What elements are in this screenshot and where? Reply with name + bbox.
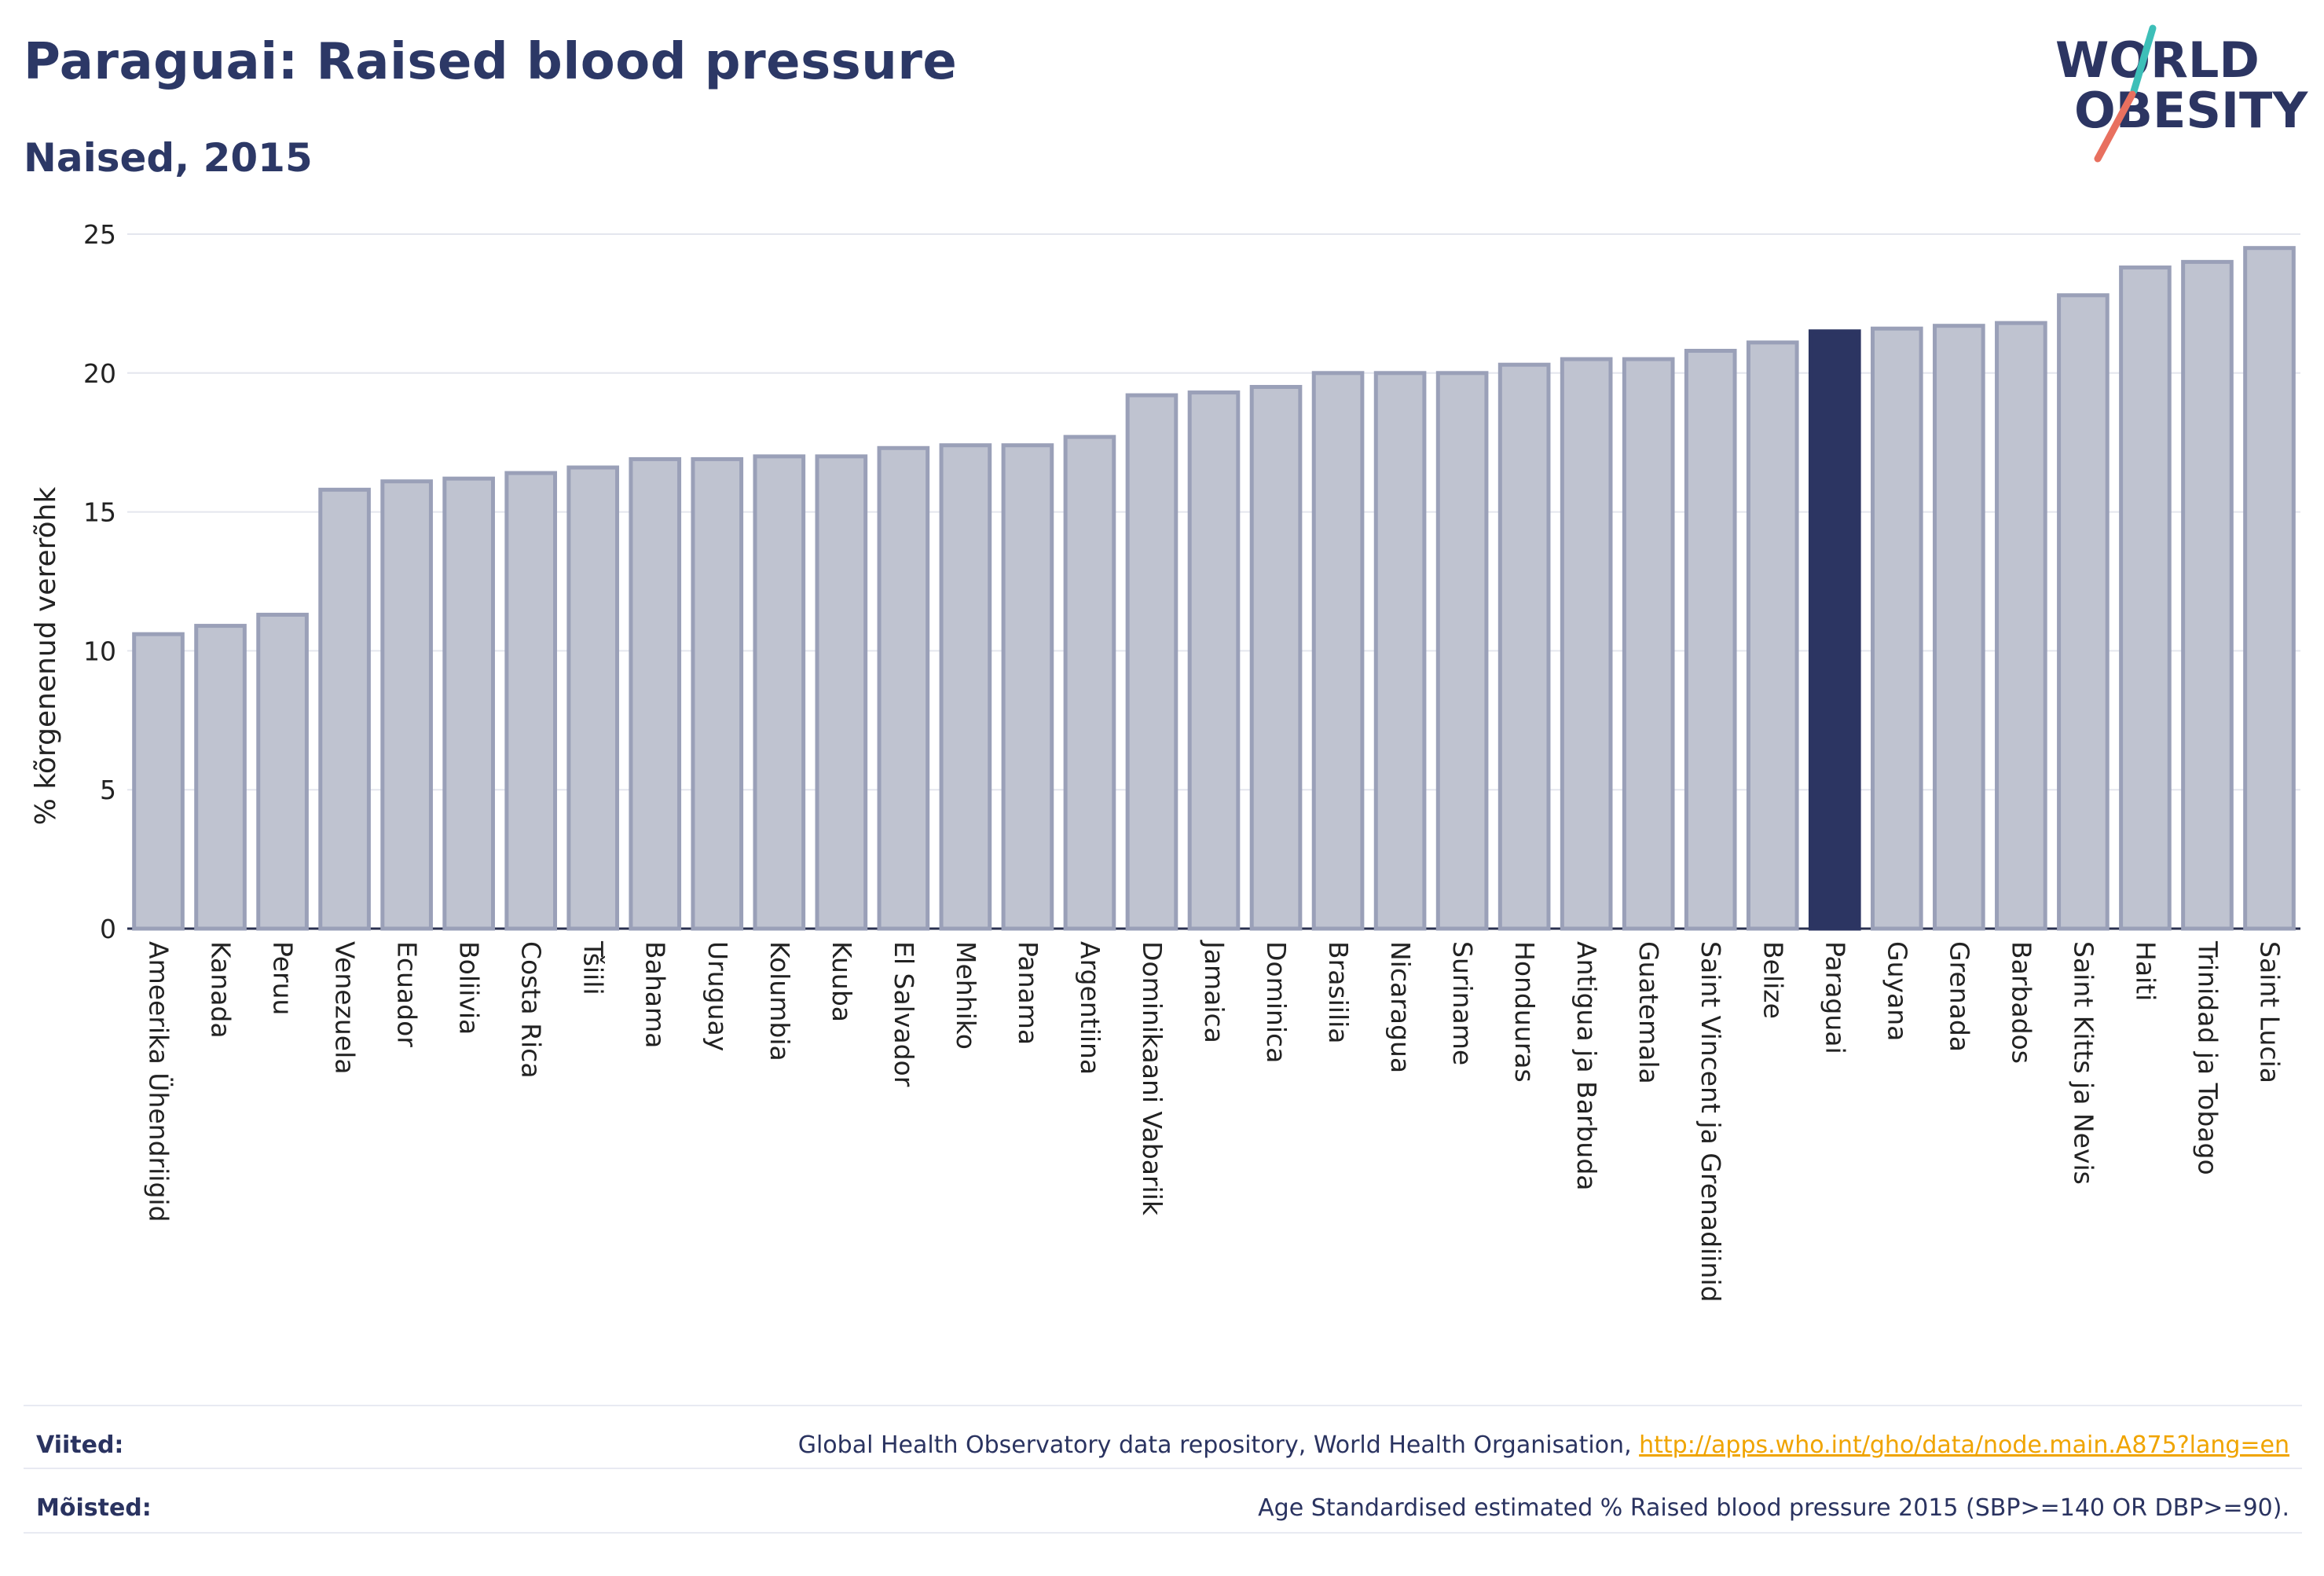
footer-divider-bottom xyxy=(24,1532,2302,1534)
x-tick-label: Jamaica xyxy=(1199,940,1230,1043)
x-tick-label: Haiti xyxy=(2130,941,2161,1001)
x-tick-label: Saint Kitts ja Nevis xyxy=(2068,941,2099,1185)
x-tick-label: Ameerika Ühendriigid xyxy=(144,941,175,1222)
x-tick-label: Guyana xyxy=(1882,941,1912,1041)
x-tick-label: Saint Vincent ja Grenadiinid xyxy=(1695,941,1726,1302)
bar[interactable] xyxy=(939,443,992,931)
bars xyxy=(132,246,2296,931)
bar[interactable] xyxy=(442,476,495,931)
bar[interactable] xyxy=(256,612,309,931)
y-tick-label: 0 xyxy=(100,914,116,944)
bar[interactable] xyxy=(1933,324,1985,931)
bar[interactable] xyxy=(1187,390,1241,931)
bar[interactable] xyxy=(1249,384,1303,931)
sources-text: Global Health Observatory data repositor… xyxy=(797,1431,1640,1459)
x-tick-label: Dominikaani Vabariik xyxy=(1137,941,1167,1216)
x-tick-label: Honduuras xyxy=(1509,941,1540,1083)
bar-chart: 0 5 10 15 20 25 Ameerika Ühendriigid Kanada Per… xyxy=(30,219,2300,1302)
logo-slash-teal xyxy=(2130,24,2157,95)
footer-divider-middle xyxy=(24,1468,2302,1469)
x-axis-ticks: Ameerika Ühendriigid Kanada Peruu Venezuela… xyxy=(144,940,2286,1302)
bar[interactable] xyxy=(1125,393,1178,931)
bar[interactable] xyxy=(877,445,930,931)
bar[interactable] xyxy=(318,487,371,931)
y-tick-label: 15 xyxy=(83,497,116,528)
x-tick-label: Costa Rica xyxy=(516,941,547,1079)
x-tick-label: Barbados xyxy=(2006,941,2036,1064)
chart-subtitle: Naised, 2015 xyxy=(24,135,313,181)
logo-line1: WORLD xyxy=(2055,31,2260,89)
footer-divider-top xyxy=(24,1405,2302,1406)
x-tick-label: El Salvador xyxy=(889,941,919,1087)
x-tick-label: Ecuador xyxy=(392,941,423,1047)
bar[interactable] xyxy=(629,456,682,931)
x-tick-label: Mehhiko xyxy=(951,941,981,1050)
x-tick-label: Kolumbia xyxy=(764,941,795,1061)
bar[interactable] xyxy=(1870,326,1923,931)
bar[interactable] xyxy=(1995,321,2047,931)
x-tick-label: Venezuela xyxy=(330,941,361,1074)
y-axis-ticks: 0 5 10 15 20 25 xyxy=(83,219,116,944)
x-tick-label: Suriname xyxy=(1447,941,1478,1065)
definitions-label: Mõisted: xyxy=(36,1494,152,1522)
bar[interactable] xyxy=(815,454,868,931)
bar[interactable] xyxy=(132,632,185,931)
bar[interactable] xyxy=(380,479,433,931)
bar[interactable] xyxy=(1684,349,1737,931)
bar[interactable] xyxy=(753,454,806,931)
logo-slash-coral xyxy=(2094,90,2136,163)
world-obesity-logo: WORLD OBESITY xyxy=(2055,24,2308,163)
bar[interactable] xyxy=(2057,293,2110,931)
x-tick-label: Kanada xyxy=(206,941,236,1039)
bar[interactable] xyxy=(1497,362,1551,931)
y-tick-label: 20 xyxy=(83,358,116,389)
bar[interactable] xyxy=(1373,371,1427,931)
footer-definitions-row: Mõisted: Age Standardised estimated % Ra… xyxy=(24,1477,2302,1540)
x-tick-label: Boliivia xyxy=(454,941,485,1035)
y-tick-label: 25 xyxy=(83,219,116,250)
bar[interactable] xyxy=(1746,340,1799,931)
y-axis-label: % kõrgenenud vererõhk xyxy=(30,487,62,826)
y-tick-label: 10 xyxy=(83,636,116,666)
x-tick-label: Grenada xyxy=(1944,941,1974,1052)
x-tick-label: Antigua ja Barbuda xyxy=(1571,941,1602,1191)
x-tick-label: Trinidad ja Tobago xyxy=(2192,940,2223,1175)
y-tick-label: 5 xyxy=(100,775,116,805)
x-tick-label: Nicaragua xyxy=(1385,941,1416,1073)
x-tick-label: Uruguay xyxy=(702,941,733,1051)
bar[interactable] xyxy=(1311,371,1365,931)
x-tick-label: Belize xyxy=(1758,941,1788,1019)
bar[interactable] xyxy=(2243,246,2296,931)
bar[interactable] xyxy=(2119,265,2172,931)
definitions-value: Age Standardised estimated % Raised bloo… xyxy=(1258,1494,2289,1522)
bar[interactable] xyxy=(1435,371,1489,931)
bar[interactable] xyxy=(194,624,247,931)
sources-label: Viited: xyxy=(36,1431,124,1459)
x-tick-label: Kuuba xyxy=(827,941,857,1022)
bar[interactable] xyxy=(566,465,620,931)
x-tick-label: Guatemala xyxy=(1633,941,1664,1084)
x-tick-label: Peruu xyxy=(268,941,299,1015)
bar[interactable] xyxy=(691,456,744,931)
bar[interactable] xyxy=(1001,443,1054,931)
x-tick-label: Tšiili xyxy=(578,940,609,995)
x-tick-label: Paraguai xyxy=(1820,941,1850,1054)
x-tick-label: Saint Lucia xyxy=(2254,941,2285,1083)
bar[interactable] xyxy=(1622,357,1675,931)
sources-value: Global Health Observatory data repositor… xyxy=(798,1431,2289,1459)
x-tick-label: Dominica xyxy=(1261,941,1292,1063)
x-tick-label: Argentiina xyxy=(1075,941,1105,1075)
bar-highlighted[interactable] xyxy=(1808,329,1861,931)
bar[interactable] xyxy=(1560,357,1613,931)
bar[interactable] xyxy=(504,471,558,931)
sources-link[interactable]: http://apps.who.int/gho/data/node.main.A… xyxy=(1639,1431,2289,1459)
footer-sources-row: Viited: Global Health Observatory data r… xyxy=(24,1414,2302,1477)
bar[interactable] xyxy=(1063,434,1116,931)
bar[interactable] xyxy=(2181,259,2234,931)
x-tick-label: Panama xyxy=(1013,941,1043,1045)
x-tick-label: Brasiilia xyxy=(1323,941,1354,1044)
chart-title: Paraguai: Raised blood pressure xyxy=(24,33,958,91)
x-tick-label: Bahama xyxy=(640,941,671,1048)
